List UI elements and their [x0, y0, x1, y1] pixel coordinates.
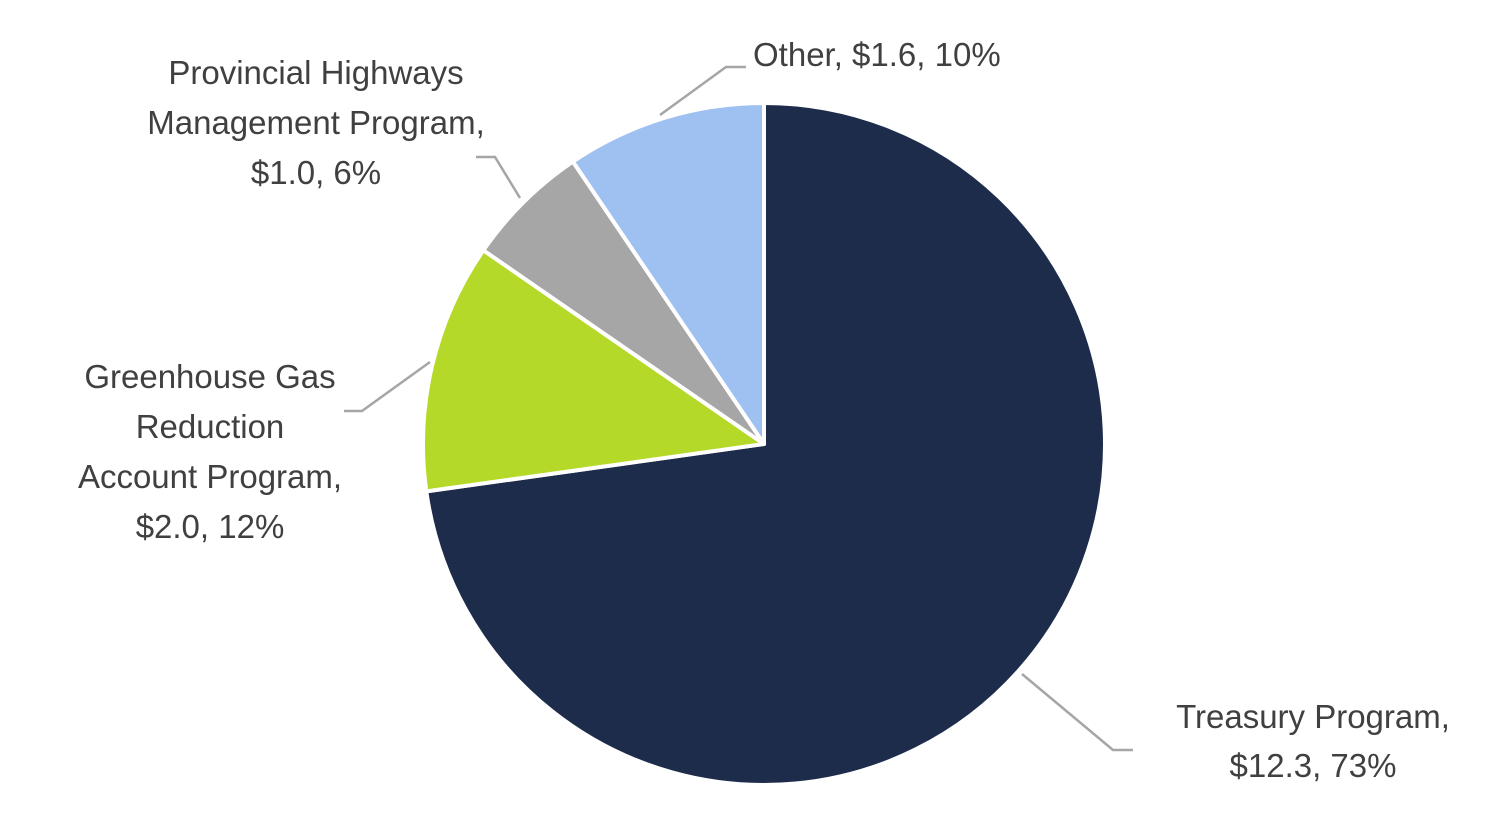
slice-label-line: Other, $1.6, 10%: [753, 36, 1001, 73]
pie-slices: [421, 101, 1108, 787]
leader-line-provincial-highways-management-program: [476, 155, 522, 199]
slice-label-line: Reduction: [136, 408, 285, 445]
leader-line-other: [659, 65, 746, 117]
slice-label-greenhouse-gas-reduction-account-program: Greenhouse Gas Reduction Account Program, $…: [78, 358, 342, 545]
slice-label-line: Management Program,: [147, 104, 485, 141]
slice-label-line: $12.3, 73%: [1230, 747, 1397, 784]
slice-label-other: Other, $1.6, 10%: [753, 36, 1001, 73]
slice-label-line: Greenhouse Gas: [84, 358, 335, 395]
pie-slice-greenhouse-gas-reduction-account-program: [421, 248, 766, 494]
leader-line-treasury-program: [1021, 673, 1133, 752]
slice-label-line: Account Program,: [78, 458, 342, 495]
leader-lines: [344, 65, 1133, 752]
slice-labels: Treasury Program, $12.3, 73% Greenhouse Ga…: [78, 36, 1450, 784]
pie-slice-provincial-highways-management-program: [481, 159, 766, 446]
slice-label-line: $1.0, 6%: [251, 154, 381, 191]
leader-line-greenhouse-gas-reduction-account-program: [344, 360, 431, 413]
slice-label-provincial-highways-management-program: Provincial Highways Management Program, $1…: [147, 54, 485, 191]
pie-slice-other: [570, 101, 766, 446]
slice-label-line: $2.0, 12%: [136, 508, 285, 545]
slice-label-line: Provincial Highways: [168, 54, 463, 91]
slice-label-line: Treasury Program,: [1176, 698, 1450, 735]
slice-label-treasury-program: Treasury Program, $12.3, 73%: [1176, 698, 1450, 784]
